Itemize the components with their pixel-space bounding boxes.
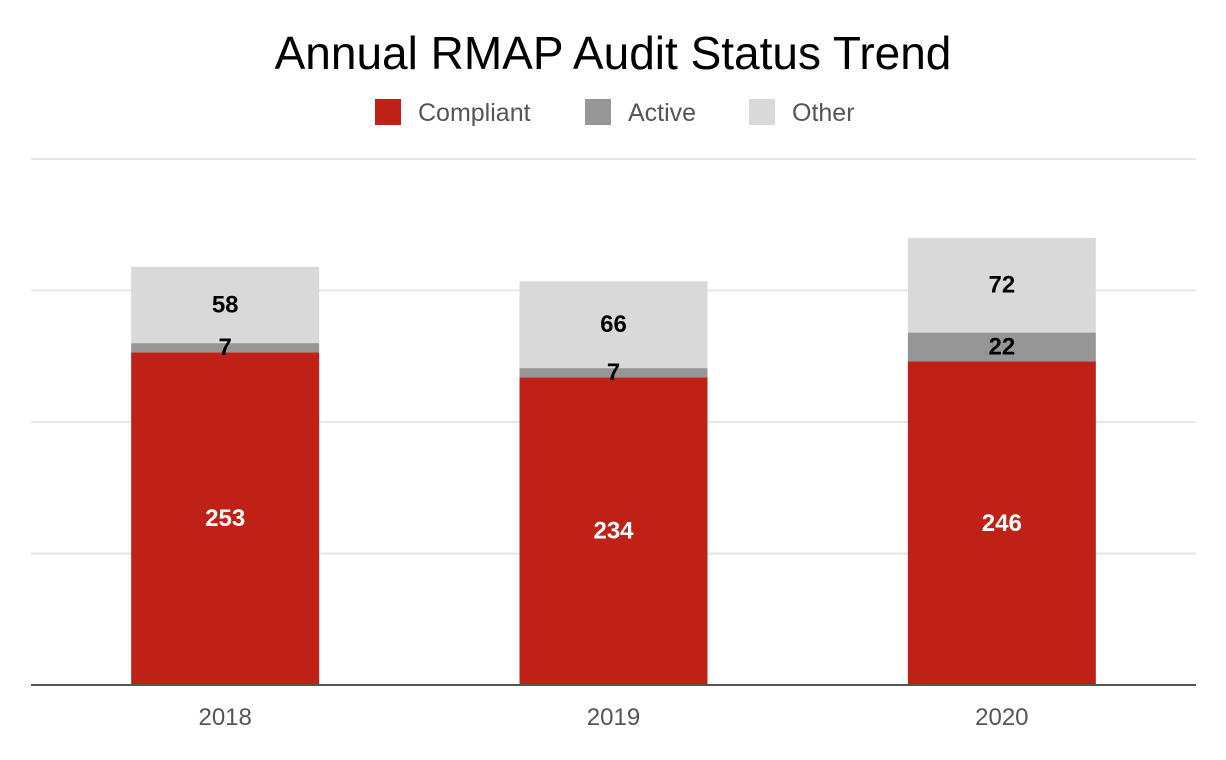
bar-2020-compliant <box>907 361 1096 685</box>
data-label-2019-other: 66 <box>600 311 627 338</box>
legend-label-compliant: Compliant <box>418 99 531 127</box>
bars <box>131 237 1096 685</box>
bar-2018-active <box>131 343 320 353</box>
legend-item-other: Other <box>749 99 855 127</box>
legend-label-other: Other <box>792 99 855 127</box>
data-label-2020-other: 72 <box>988 272 1015 299</box>
legend-label-active: Active <box>628 99 696 127</box>
legend-item-active: Active <box>585 99 696 127</box>
legend-swatch-compliant <box>375 99 401 125</box>
data-label-2019-active: 7 <box>607 359 620 386</box>
bar-2020-other <box>907 237 1096 333</box>
chart-title: Annual RMAP Audit Status Trend <box>275 27 952 79</box>
legend-swatch-active <box>585 99 611 125</box>
data-label-2019-compliant: 234 <box>593 518 634 545</box>
bar-2019-compliant <box>519 377 708 685</box>
data-label-2018-other: 58 <box>212 291 239 318</box>
data-label-2020-active: 22 <box>988 334 1015 361</box>
bar-2019-active <box>519 368 708 378</box>
x-axis-ticks: 2018 2019 2020 <box>198 704 1028 731</box>
data-label-2018-active: 7 <box>218 334 231 361</box>
data-label-2020-compliant: 246 <box>982 510 1022 537</box>
bar-2019-other <box>519 281 708 369</box>
data-labels: 253 7 58 234 7 66 246 22 72 <box>205 272 1022 545</box>
x-tick-label-2019: 2019 <box>587 704 640 731</box>
bar-2018-compliant <box>131 352 320 685</box>
legend-swatch-other <box>749 99 775 125</box>
bar-2020-active <box>907 332 1096 362</box>
x-tick-label-2018: 2018 <box>198 704 251 731</box>
data-label-2018-compliant: 253 <box>205 505 245 532</box>
legend: Compliant Active Other <box>375 99 855 127</box>
bar-2018-other <box>131 266 320 344</box>
x-tick-label-2020: 2020 <box>975 704 1028 731</box>
legend-item-compliant: Compliant <box>375 99 531 127</box>
